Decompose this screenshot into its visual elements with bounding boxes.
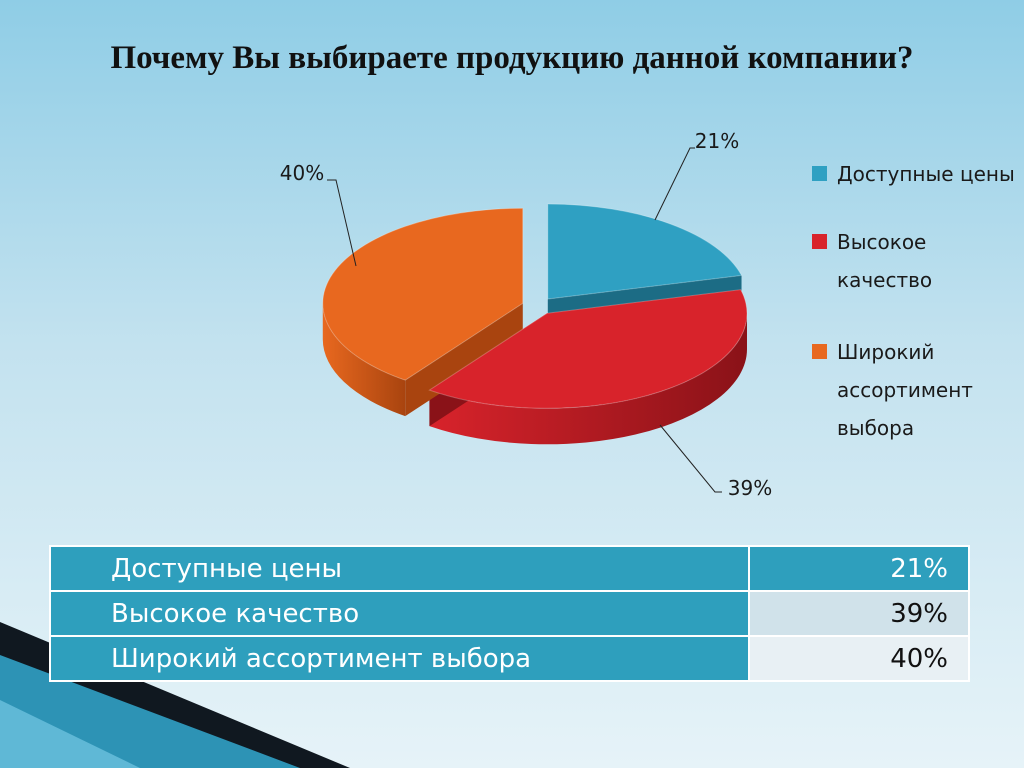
legend-label-quality: Высокое качество xyxy=(837,230,933,292)
data-label-assortment: 40% xyxy=(280,161,324,185)
pie-slice-prices xyxy=(547,203,743,300)
legend-label-assortment: Широкий ассортимент выбора xyxy=(837,340,973,440)
data-table: Доступные цены 21% Высокое качество 39% … xyxy=(49,545,970,682)
legend-swatch-quality xyxy=(812,234,827,249)
legend-item-quality: Высокое качество xyxy=(812,223,1017,299)
legend-swatch-assortment xyxy=(812,344,827,359)
decor-stripe-light xyxy=(0,700,140,768)
data-label-prices: 21% xyxy=(695,129,739,153)
pie-rim-quality xyxy=(429,313,747,445)
slide-title: Почему Вы выбираете продукцию данной ком… xyxy=(110,40,914,76)
table-cell-value: 21% xyxy=(748,545,970,592)
pie-slice-assortment xyxy=(322,207,524,381)
table-row: Высокое качество 39% xyxy=(49,590,970,637)
legend-item-prices: Доступные цены xyxy=(812,155,1017,193)
leader-line-assortment xyxy=(327,179,357,267)
legend-swatch-prices xyxy=(812,166,827,181)
data-label-quality: 39% xyxy=(728,476,772,500)
table-cell-label: Высокое качество xyxy=(49,590,750,637)
pie-slice-quality xyxy=(428,289,748,409)
chart-legend: Доступные цены Высокое качество Широкий … xyxy=(812,155,1017,477)
table-row: Доступные цены 21% xyxy=(49,545,970,592)
table-row: Широкий ассортимент выбора 40% xyxy=(49,635,970,682)
table-cell-label: Доступные цены xyxy=(49,545,750,592)
table-cell-label: Широкий ассортимент выбора xyxy=(49,635,750,682)
legend-label-prices: Доступные цены xyxy=(837,162,1015,186)
table-cell-value: 39% xyxy=(748,590,970,637)
table-cell-value: 40% xyxy=(748,635,970,682)
legend-item-assortment: Широкий ассортимент выбора xyxy=(812,333,1017,447)
pie-rim-assortment xyxy=(322,303,406,417)
leader-line-quality xyxy=(659,424,722,493)
leader-line-prices xyxy=(654,147,695,221)
